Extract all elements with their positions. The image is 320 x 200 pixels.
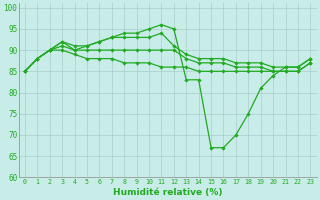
X-axis label: Humidité relative (%): Humidité relative (%) (113, 188, 222, 197)
